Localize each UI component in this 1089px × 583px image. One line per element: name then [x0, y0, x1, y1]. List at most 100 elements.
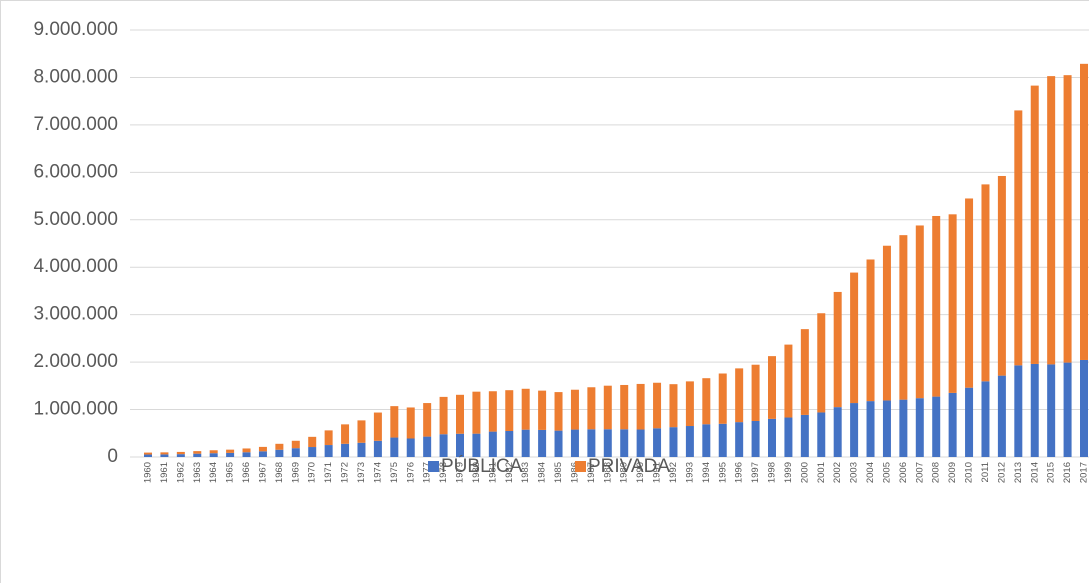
- x-tick-label: 1976: [405, 462, 416, 483]
- x-tick-label: 1968: [274, 462, 285, 483]
- bar-segment: [209, 453, 218, 457]
- bar-segment: [620, 384, 629, 430]
- y-tick-label: 4.000.000: [33, 256, 118, 277]
- x-tick-label: 1977: [422, 462, 433, 483]
- bar-segment: [439, 434, 448, 457]
- x-tick-label: 1961: [159, 462, 170, 483]
- bar-segment: [1030, 85, 1039, 364]
- bar-segment: [341, 443, 350, 457]
- bar-segment: [850, 403, 859, 457]
- bar-segment: [406, 438, 415, 457]
- bar-segment: [850, 272, 859, 404]
- bar-segment: [176, 451, 185, 455]
- bar-segment: [669, 427, 678, 457]
- x-tick-label: 2004: [865, 462, 876, 483]
- x-tick-label: 1996: [734, 462, 745, 483]
- x-tick-label: 1988: [602, 462, 613, 483]
- x-tick-label: 1995: [717, 462, 728, 483]
- bar-segment: [390, 437, 399, 457]
- x-tick-label: 1978: [438, 462, 449, 483]
- bar-segment: [291, 440, 300, 449]
- bar-segment: [587, 429, 596, 457]
- bar-segment: [324, 430, 333, 446]
- bar-segment: [784, 417, 793, 457]
- bar-segment: [1080, 63, 1088, 360]
- bar-segment: [373, 440, 382, 457]
- legend-swatch: [575, 461, 586, 472]
- bar-segment: [833, 291, 842, 408]
- bar-segment: [784, 344, 793, 418]
- bar-segment: [1014, 110, 1023, 366]
- bar-segment: [817, 412, 826, 457]
- bar-segment: [324, 445, 333, 457]
- bar-segment: [554, 430, 563, 457]
- bar-segment: [981, 381, 990, 457]
- bar-segment: [357, 442, 366, 457]
- bar-segment: [357, 420, 366, 443]
- x-tick-label: 2015: [1046, 462, 1057, 483]
- bar-segment: [373, 412, 382, 441]
- y-tick-label: 3.000.000: [33, 304, 118, 325]
- bar-segment: [685, 426, 694, 457]
- bar-segment: [1047, 364, 1056, 457]
- y-tick-label: 1.000.000: [33, 399, 118, 420]
- y-tick-label: 8.000.000: [33, 66, 118, 87]
- bar-segment: [817, 313, 826, 413]
- bar-segment: [587, 387, 596, 430]
- bar-segment: [915, 225, 924, 399]
- legend-swatch: [428, 461, 439, 472]
- x-tick-label: 2014: [1029, 462, 1040, 483]
- bar-segment: [932, 396, 941, 457]
- bar-segment: [406, 407, 415, 439]
- bar-segment: [242, 448, 251, 453]
- x-tick-label: 1967: [257, 462, 268, 483]
- bar-segment: [456, 394, 464, 434]
- bar-segment: [341, 424, 350, 444]
- bar-segment: [603, 385, 612, 430]
- bar-segment: [242, 452, 251, 457]
- x-tick-label: 2016: [1062, 462, 1073, 483]
- bar-segment: [308, 447, 317, 457]
- bar-segment: [538, 390, 547, 430]
- bar-segment: [226, 449, 235, 453]
- bar-segment: [702, 378, 711, 425]
- bar-segment: [1047, 76, 1056, 365]
- bar-segment: [554, 392, 563, 431]
- bar-segment: [833, 407, 842, 457]
- bar-segment: [948, 392, 957, 457]
- x-tick-label: 1997: [750, 462, 761, 483]
- x-tick-label: 2017: [1079, 462, 1089, 483]
- x-tick-label: 2003: [849, 462, 860, 483]
- bar-segment: [144, 454, 152, 457]
- bar-segment: [866, 259, 875, 402]
- y-tick-label: 6.000.000: [33, 161, 118, 182]
- x-tick-label: 1971: [323, 462, 334, 483]
- bar-segment: [866, 401, 875, 457]
- x-tick-label: 1991: [652, 462, 663, 483]
- x-tick-label: 1985: [553, 462, 564, 483]
- bar-segment: [505, 431, 514, 457]
- x-tick-label: 2007: [914, 462, 925, 483]
- bar-segment: [899, 399, 908, 457]
- bar-segment: [899, 235, 908, 400]
- x-tick-label: 1962: [175, 462, 186, 483]
- bar-segment: [176, 454, 185, 457]
- bar-segment: [685, 381, 694, 427]
- bar-segment: [965, 198, 974, 388]
- bar-segment: [472, 433, 481, 457]
- x-tick-label: 1973: [356, 462, 367, 483]
- x-tick-label: 1964: [208, 462, 219, 483]
- x-tick-label: 2012: [996, 462, 1007, 483]
- x-tick-label: 1979: [455, 462, 466, 483]
- x-tick-label: 2006: [898, 462, 909, 483]
- bar-segment: [275, 443, 284, 450]
- bar-segment: [1030, 363, 1039, 457]
- x-tick-label: 2013: [1013, 462, 1024, 483]
- x-tick-label: 1990: [635, 462, 646, 483]
- x-tick-label: 2009: [947, 462, 958, 483]
- bar-segment: [653, 382, 662, 429]
- bar-segment: [538, 429, 547, 457]
- bar-segment: [768, 418, 776, 457]
- bar-segment: [488, 431, 497, 457]
